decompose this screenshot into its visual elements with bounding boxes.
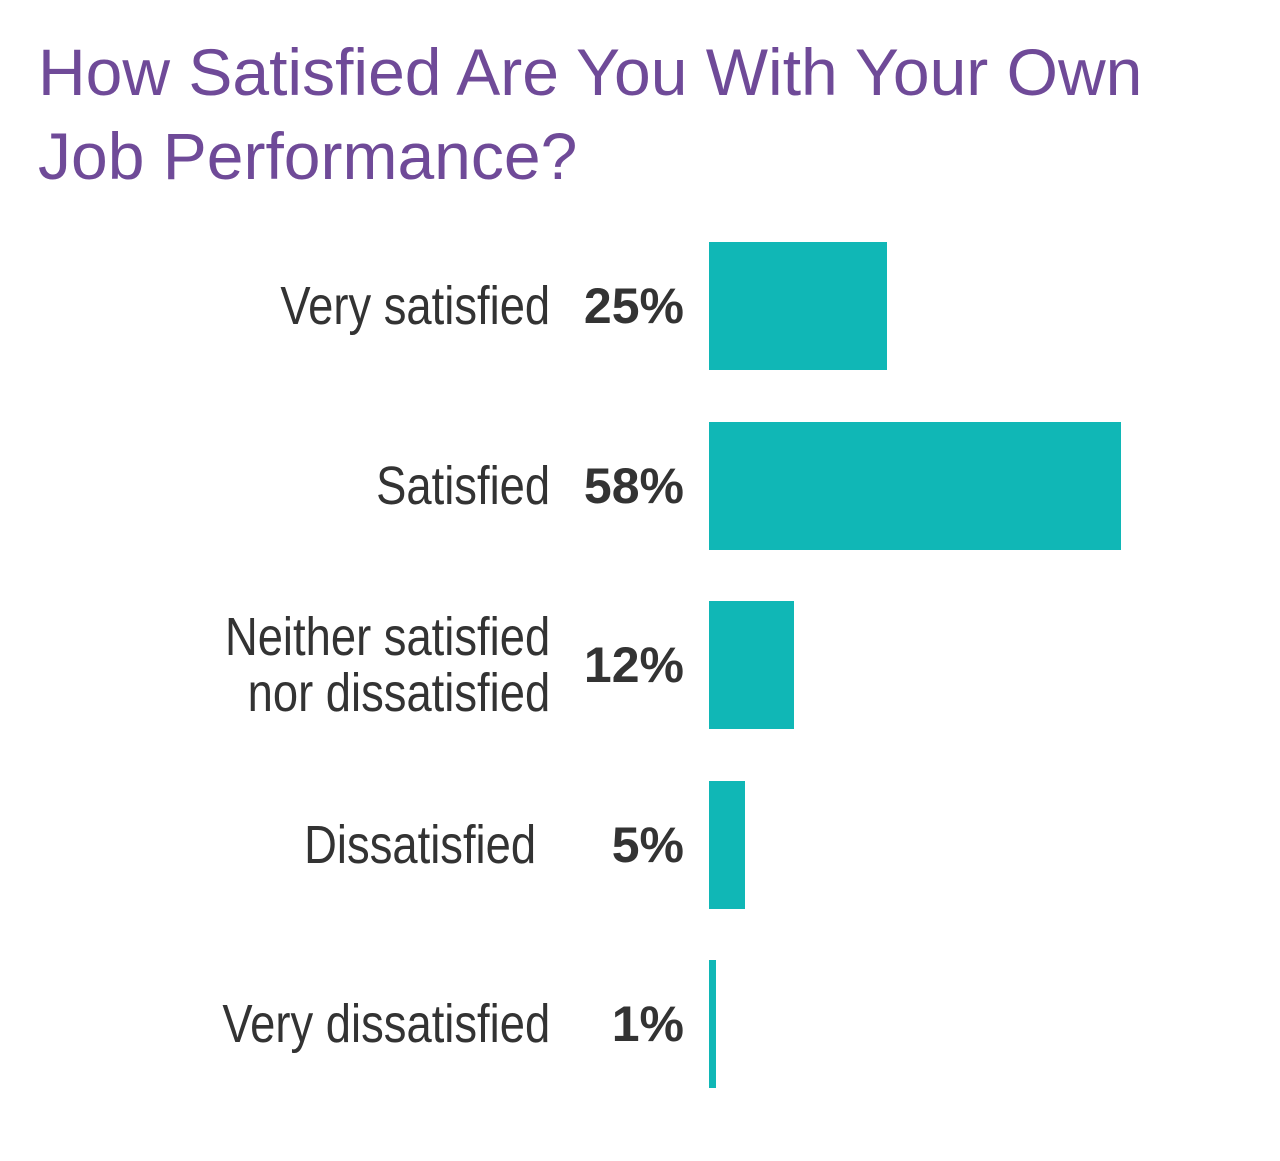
value-label: 12% (583, 637, 684, 693)
value-label: 58% (583, 457, 684, 514)
category-label: Satisfied (376, 455, 550, 516)
category-label: Very satisfied (280, 276, 550, 336)
bar (709, 960, 717, 1088)
chart-title: How Satisfied Are You With Your Own Job … (38, 35, 1143, 193)
value-label: 25% (583, 278, 684, 334)
value-label: 1% (611, 996, 684, 1052)
value-label: 5% (611, 816, 684, 873)
bar (709, 421, 1121, 550)
category-label: Very dissatisfied (222, 994, 550, 1054)
category-label: Dissatisfied (304, 814, 536, 875)
bar (709, 780, 745, 909)
bar (709, 242, 887, 370)
bar (709, 601, 795, 729)
category-label: Neither satisfied nor dissatisfied (224, 607, 550, 723)
